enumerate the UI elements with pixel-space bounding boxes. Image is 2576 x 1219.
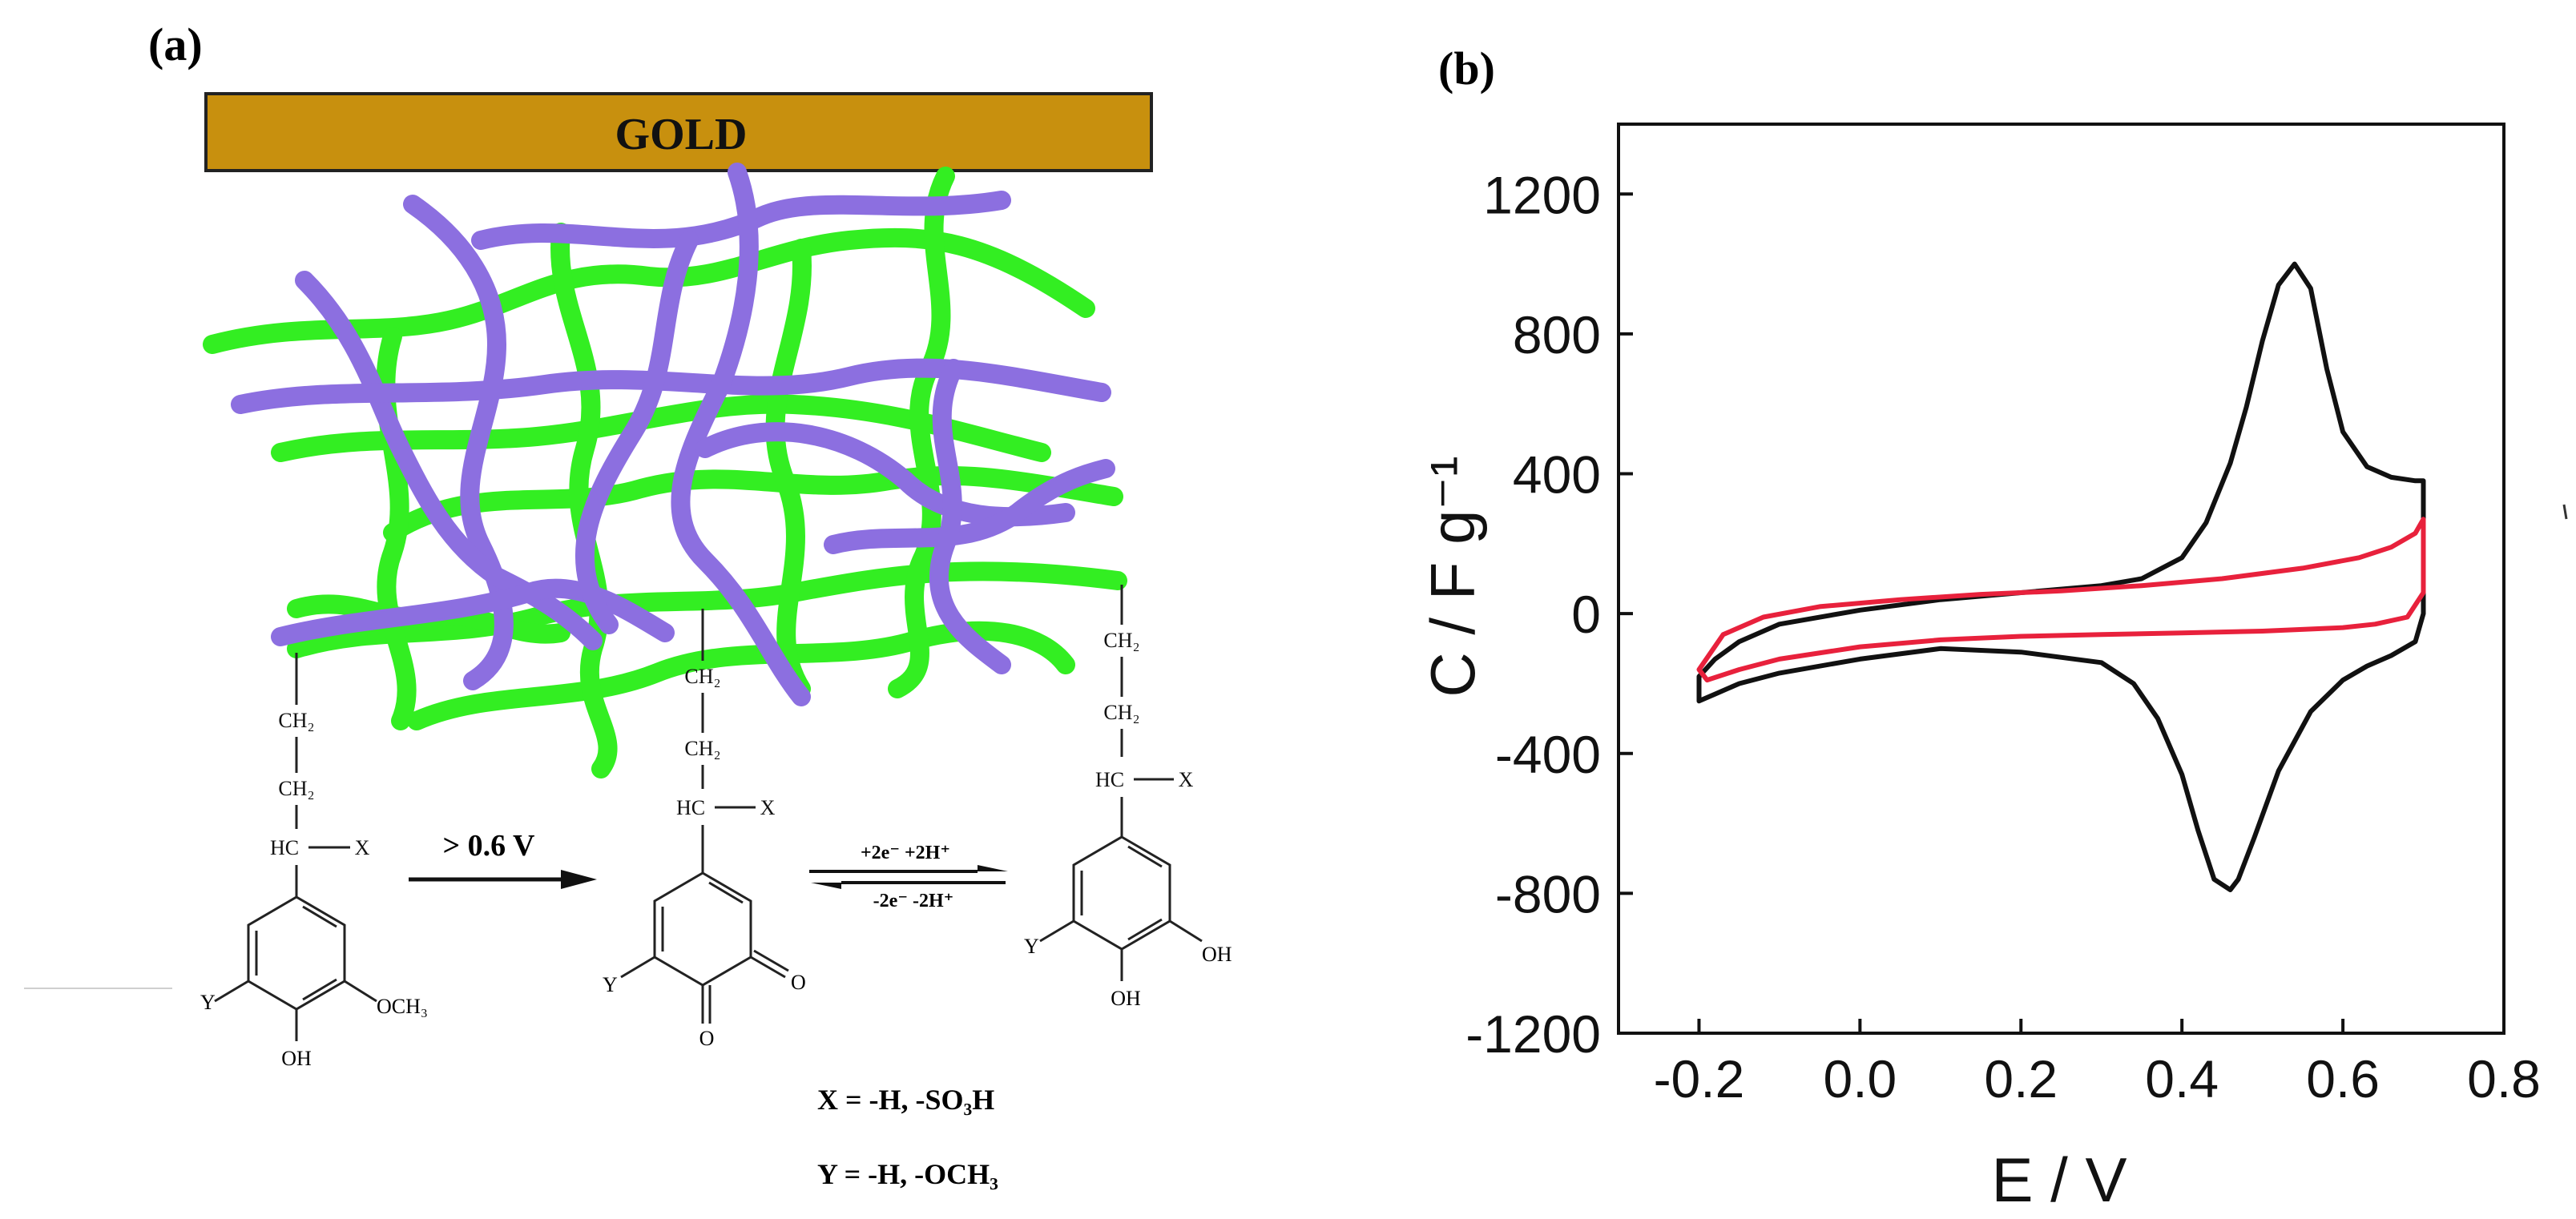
gold-electrode bbox=[204, 92, 1153, 172]
quinone-double-bonds bbox=[661, 881, 744, 951]
arrow-head bbox=[978, 865, 1008, 871]
ch2-label: CH₂ bbox=[278, 777, 314, 800]
gold-label: GOLD bbox=[615, 110, 748, 159]
panel-a-label: (a) bbox=[148, 18, 203, 70]
och3-bond bbox=[344, 980, 377, 1003]
oxidation-potential-label: > 0.6 V bbox=[443, 829, 535, 863]
edge-mark bbox=[2562, 504, 2568, 520]
y-bond bbox=[620, 955, 655, 979]
forward-reaction-label: +2e⁻ +2H⁺ bbox=[861, 843, 950, 863]
y-definition: Y = -H, -OCH₃ bbox=[817, 1158, 998, 1190]
x-tick-label: 0.0 bbox=[1823, 1049, 1897, 1108]
x-tick-label: 0.6 bbox=[2306, 1049, 2380, 1108]
quinone-ring bbox=[653, 871, 752, 987]
redox-equilibrium-arrows: +2e⁻ +2H⁺ -2e⁻ -2H⁺ bbox=[809, 843, 1008, 911]
benzene-ring bbox=[247, 895, 346, 1011]
x-substituent: X bbox=[760, 796, 776, 819]
ring-catechol: Y OH OH bbox=[1024, 835, 1232, 1010]
purple-strand bbox=[403, 195, 514, 690]
y-tick-label: 1200 bbox=[1483, 165, 1601, 224]
x-definition: X = -H, -SO₃H bbox=[817, 1084, 994, 1116]
ch2-label: CH₂ bbox=[684, 665, 720, 688]
y-axis: -1200 -800 -400 0 400 800 1200 bbox=[1465, 165, 1633, 1064]
purple-strand bbox=[929, 359, 1011, 674]
y-tick-label: 0 bbox=[1571, 585, 1601, 644]
x-substituent: X bbox=[355, 836, 370, 859]
x-bonds bbox=[308, 778, 1174, 849]
ch2-label: CH₂ bbox=[1103, 629, 1139, 652]
green-polymer-strands bbox=[203, 167, 1127, 778]
panel-b: (b) -1200 -800 -400 0 400 800 1200 -0.2 0.0 0.2 0… bbox=[1417, 42, 2568, 1215]
y-substituent: Y bbox=[603, 973, 618, 996]
carbonyl-bond bbox=[701, 985, 712, 1024]
y-tick-label: 800 bbox=[1513, 305, 1601, 364]
oh-bond bbox=[1169, 919, 1203, 943]
y-axis-label: C / F g⁻¹ bbox=[1417, 456, 1488, 697]
x-tick-label: -0.2 bbox=[1654, 1049, 1745, 1108]
cv-chart: -1200 -800 -400 0 400 800 1200 -0.2 0.0 0.2 0.4 0.… bbox=[1417, 123, 2541, 1215]
benzene-ring bbox=[1072, 835, 1171, 951]
oh-label: OH bbox=[281, 1047, 312, 1070]
x-tick-label: 0.4 bbox=[2145, 1049, 2219, 1108]
purple-strand bbox=[824, 459, 1115, 554]
hc-label: HC bbox=[1095, 768, 1124, 791]
panel-a: (a) GOLD bbox=[24, 18, 1232, 1190]
arrow-head bbox=[561, 870, 597, 889]
y-tick-label: -400 bbox=[1495, 725, 1601, 784]
aromatic-bonds bbox=[1080, 845, 1163, 941]
plot-frame bbox=[1617, 123, 2505, 1035]
carbonyl-o: O bbox=[699, 1027, 715, 1050]
ring-quinone: Y O O bbox=[603, 871, 806, 1050]
y-substituent: Y bbox=[200, 991, 216, 1014]
ring-guaiacyl: Y OCH₃ OH bbox=[200, 895, 428, 1070]
series-layer bbox=[1696, 261, 2426, 892]
green-strand bbox=[203, 227, 1095, 354]
carbonyl-bond bbox=[750, 949, 789, 979]
x-substituent: X bbox=[1179, 768, 1194, 791]
x-tick-label: 0.8 bbox=[2467, 1049, 2541, 1108]
hc-label: HC bbox=[676, 796, 705, 819]
y-bond bbox=[214, 980, 249, 1003]
x-axis-label: E / V bbox=[1991, 1145, 2127, 1215]
och3-label: OCH₃ bbox=[377, 995, 428, 1018]
carbonyl-o: O bbox=[791, 971, 806, 994]
y-tick-label: 400 bbox=[1513, 445, 1601, 505]
oh-label: OH bbox=[1202, 943, 1232, 966]
oxidation-arrow: > 0.6 V bbox=[409, 829, 597, 889]
ch2-label: CH₂ bbox=[278, 709, 314, 732]
series-black-line bbox=[1696, 261, 2426, 892]
purple-strand bbox=[671, 163, 811, 706]
y-bond bbox=[1039, 919, 1074, 943]
y-substituent: Y bbox=[1024, 935, 1039, 958]
purple-strand bbox=[574, 231, 699, 634]
backward-reaction-label: -2e⁻ -2H⁺ bbox=[873, 891, 954, 911]
green-strand bbox=[383, 465, 1123, 542]
panel-b-label: (b) bbox=[1438, 42, 1495, 95]
ch2-label: CH₂ bbox=[1103, 701, 1139, 724]
ch2-label: CH₂ bbox=[684, 737, 720, 760]
green-strand bbox=[888, 167, 955, 698]
x-tick-label: 0.2 bbox=[1984, 1049, 2058, 1108]
series-red-line bbox=[1696, 517, 2426, 683]
tether-lines bbox=[295, 585, 1123, 897]
arrow-head bbox=[811, 883, 841, 889]
y-tick-label: -800 bbox=[1495, 864, 1601, 923]
aromatic-bonds bbox=[255, 905, 337, 1001]
purple-strand bbox=[471, 191, 1011, 250]
purple-polymer-strands bbox=[231, 163, 1115, 706]
x-axis: -0.2 0.0 0.2 0.4 0.6 0.8 bbox=[1654, 1019, 2541, 1108]
chain-labels: CH₂ CH₂ HC X CH₂ CH₂ HC X CH₂ CH₂ HC X bbox=[270, 629, 1194, 859]
hc-label: HC bbox=[270, 836, 299, 859]
y-tick-label: -1200 bbox=[1465, 1004, 1601, 1064]
green-strand bbox=[765, 239, 812, 698]
oh-label: OH bbox=[1111, 987, 1141, 1010]
purple-strand bbox=[271, 578, 675, 646]
polymer-network bbox=[203, 163, 1127, 778]
